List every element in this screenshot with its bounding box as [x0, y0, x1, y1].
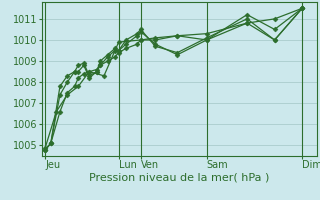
X-axis label: Pression niveau de la mer( hPa ): Pression niveau de la mer( hPa )	[89, 173, 269, 183]
